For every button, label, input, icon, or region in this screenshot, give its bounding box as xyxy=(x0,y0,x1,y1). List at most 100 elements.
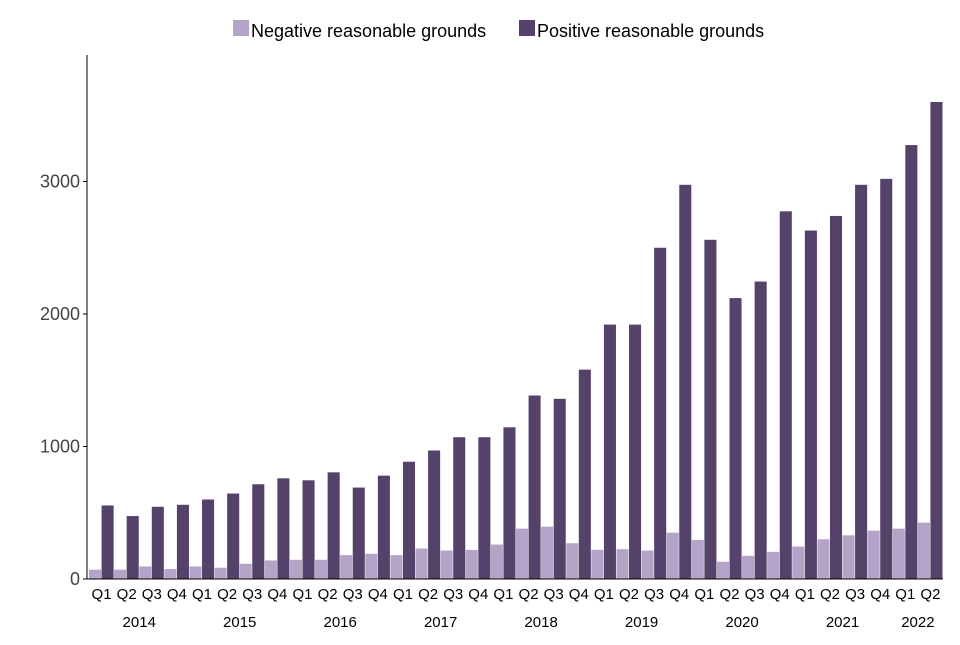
bar-positive-27 xyxy=(779,211,792,579)
bar-negative-12 xyxy=(390,555,403,579)
bar-negative-29 xyxy=(817,539,830,579)
bar-negative-11 xyxy=(365,553,378,579)
bar-positive-25 xyxy=(729,298,742,579)
x-tick-label-quarter: Q3 xyxy=(644,586,664,603)
bar-positive-0 xyxy=(101,505,114,579)
bar-negative-23 xyxy=(666,532,679,580)
x-tick-label-quarter: Q1 xyxy=(694,586,714,603)
bar-negative-9 xyxy=(315,559,328,579)
bar-positive-8 xyxy=(302,480,315,579)
bar-positive-11 xyxy=(377,475,390,579)
bar-negative-13 xyxy=(415,548,428,579)
y-tick-label: 3000 xyxy=(40,172,80,192)
x-tick-label-quarter: Q1 xyxy=(92,586,112,603)
bars xyxy=(89,102,943,580)
x-tick-label-quarter: Q4 xyxy=(267,586,287,603)
bar-positive-7 xyxy=(277,478,290,579)
bar-negative-27 xyxy=(767,551,780,579)
bar-positive-14 xyxy=(453,437,466,579)
x-tick-label-quarter: Q1 xyxy=(895,586,915,603)
bar-negative-16 xyxy=(490,544,503,579)
x-tick-label-quarter: Q2 xyxy=(920,586,940,603)
bar-positive-17 xyxy=(528,395,541,579)
x-axis: Q1 Q2 Q3 Q4 Q1 Q2 Q3 Q4 Q1 Q2 Q3 Q4 Q1 Q2 Q3 Q4 Q1 Q2 Q3 Q4… xyxy=(87,578,943,631)
x-tick-label-quarter: Q1 xyxy=(493,586,513,603)
legend-label-positive: Positive reasonable grounds xyxy=(537,21,764,41)
bar-negative-18 xyxy=(541,526,554,579)
x-tick-label-year: 2015 xyxy=(223,614,256,631)
bar-negative-3 xyxy=(164,569,177,579)
x-tick-label-quarter: Q4 xyxy=(468,586,488,603)
bar-positive-2 xyxy=(151,506,164,579)
x-tick-label-quarter: Q3 xyxy=(142,586,162,603)
bar-positive-12 xyxy=(402,461,416,579)
x-tick-label-quarter: Q1 xyxy=(393,586,413,603)
legend-swatch-positive xyxy=(519,20,535,36)
x-tick-label-quarter: Q1 xyxy=(594,586,614,603)
bar-positive-33 xyxy=(930,102,943,579)
bar-negative-2 xyxy=(139,566,152,579)
x-tick-label-quarter: Q2 xyxy=(117,586,137,603)
bar-positive-31 xyxy=(880,178,893,579)
bar-positive-16 xyxy=(503,427,516,579)
x-tick-label-year: 2016 xyxy=(323,614,356,631)
bar-negative-28 xyxy=(792,546,805,579)
bar-negative-17 xyxy=(516,528,529,579)
x-tick-label-quarter: Q3 xyxy=(343,586,363,603)
y-axis: 0 1000 2000 3000 xyxy=(40,55,88,589)
x-tick-label-quarter: Q3 xyxy=(845,586,865,603)
bar-negative-31 xyxy=(867,530,880,579)
y-tick-label: 1000 xyxy=(40,437,80,457)
bar-negative-5 xyxy=(214,567,227,579)
bar-negative-25 xyxy=(716,561,729,579)
x-tick-label-quarter: Q1 xyxy=(192,586,212,603)
x-tick-label-quarter: Q4 xyxy=(167,586,187,603)
x-tick-label-year: 2019 xyxy=(625,614,658,631)
bar-negative-14 xyxy=(440,550,453,579)
bar-positive-26 xyxy=(754,281,767,579)
x-tick-label-quarter: Q2 xyxy=(217,586,237,603)
bar-positive-18 xyxy=(553,398,566,579)
y-tick-label: 2000 xyxy=(40,304,80,324)
bar-positive-28 xyxy=(804,230,817,579)
x-tick-label-quarter: Q4 xyxy=(669,586,689,603)
x-tick-label-year: 2018 xyxy=(524,614,557,631)
bar-positive-20 xyxy=(603,324,616,579)
bar-negative-15 xyxy=(465,549,478,579)
bar-positive-9 xyxy=(327,472,340,579)
bar-negative-19 xyxy=(566,543,579,579)
bar-positive-6 xyxy=(252,484,265,579)
x-tick-label-quarter: Q2 xyxy=(418,586,438,603)
x-tick-label-quarter: Q4 xyxy=(569,586,589,603)
x-tick-label-quarter: Q2 xyxy=(318,586,338,603)
legend-swatch-negative xyxy=(233,20,249,36)
bar-positive-13 xyxy=(428,450,441,579)
bar-positive-30 xyxy=(855,184,868,579)
x-tick-label-quarter: Q2 xyxy=(519,586,539,603)
bar-negative-24 xyxy=(691,539,704,579)
bar-positive-23 xyxy=(679,184,692,579)
x-tick-label-year: 2021 xyxy=(826,614,859,631)
x-tick-label-quarter: Q3 xyxy=(745,586,765,603)
bar-negative-10 xyxy=(340,555,353,579)
bar-positive-3 xyxy=(176,504,189,579)
bar-negative-8 xyxy=(289,559,302,579)
x-tick-label-quarter: Q2 xyxy=(820,586,840,603)
x-tick-label-quarter: Q4 xyxy=(870,586,890,603)
bar-positive-19 xyxy=(578,369,591,579)
bar-positive-5 xyxy=(227,493,240,579)
bar-positive-10 xyxy=(352,487,365,579)
legend-label-negative: Negative reasonable grounds xyxy=(251,21,486,41)
x-tick-label-quarter: Q1 xyxy=(795,586,815,603)
bar-negative-4 xyxy=(189,566,202,579)
bar-negative-22 xyxy=(641,550,654,579)
bar-negative-33 xyxy=(917,522,930,579)
bar-negative-32 xyxy=(892,528,905,579)
x-tick-label-quarter: Q2 xyxy=(719,586,739,603)
bar-negative-21 xyxy=(616,549,629,579)
x-tick-label-year: 2014 xyxy=(123,614,156,631)
bar-negative-7 xyxy=(264,560,277,579)
bar-negative-1 xyxy=(114,569,127,579)
y-tick-label: 0 xyxy=(70,569,80,589)
